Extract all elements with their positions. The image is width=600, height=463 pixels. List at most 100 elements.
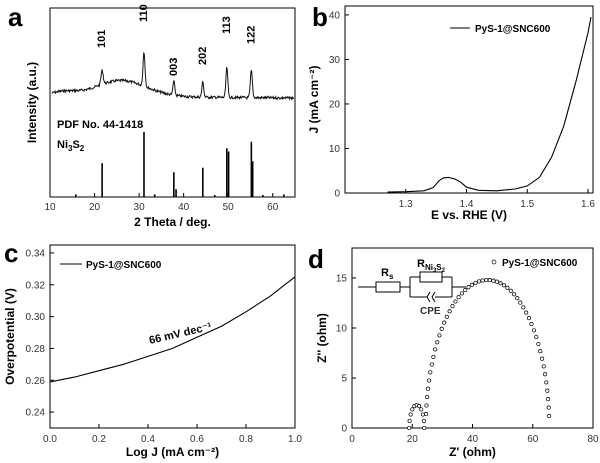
nyquist-point [546, 397, 551, 402]
nyquist-point [524, 310, 529, 315]
nyquist-point [501, 283, 507, 288]
y-tick-label: 0.24 [26, 408, 46, 419]
y-tick-label: 15 [336, 274, 348, 285]
nyquist-point [487, 278, 492, 283]
rs-resistor [375, 281, 401, 293]
x-axis-label: Z' (ohm) [449, 445, 496, 459]
x-tick-label: 60 [527, 434, 539, 445]
nyquist-point [541, 364, 546, 369]
nyquist-point [417, 404, 422, 409]
x-tick-label: 1.6 [581, 199, 595, 210]
y-axis-label: Z'' (ohm) [315, 313, 329, 363]
nyquist-point [459, 291, 464, 296]
nyquist-point [508, 288, 513, 293]
reference-label: PDF No. 44-1418 [57, 119, 143, 131]
nyquist-point [536, 341, 541, 347]
nyquist-point [407, 425, 412, 431]
panel-a-xrd: 10 20 30 40 50 60 2 Theta / deg. Intensity (a.u… [25, 4, 296, 229]
nyquist-point [435, 340, 440, 345]
x-tick-label: 0 [349, 434, 355, 445]
panel-a-letter: a [8, 2, 23, 32]
compound-label: Ni3S2 [57, 139, 85, 153]
equivalent-circuit: Rs RNi3S2 CPE [358, 258, 466, 317]
nyquist-point [484, 277, 489, 283]
x-tick-label: 30 [134, 202, 146, 213]
panel-b-frame [344, 5, 594, 194]
series-line-pys1-snc600 [387, 16, 592, 193]
nyquist-point [437, 333, 442, 338]
nyquist-point [410, 407, 415, 412]
y-tick-label: 10 [336, 324, 348, 335]
y-axis-label: Overpotential (V) [3, 288, 17, 385]
nyquist-point [466, 285, 471, 290]
nyquist-point [531, 328, 537, 333]
panel-b-lsv: 1.3 1.4 1.5 1.6 0 10 20 30 40 E vs. RHE (V) J (mA … [307, 5, 595, 222]
nyquist-point [422, 425, 427, 431]
nyquist-point [543, 372, 548, 377]
x-tick-label: 80 [587, 434, 599, 445]
x-tick-label: 1.4 [460, 199, 474, 210]
panel-c-tafel: 0.0 0.2 0.4 0.6 0.8 1.0 0.24 0.26 0.28 0.30 0.32 0.… [3, 244, 302, 459]
y-tick-label: 20 [329, 99, 341, 110]
xrd-pattern-line [51, 51, 295, 101]
x-tick-label: 10 [44, 202, 56, 213]
peak-label: 122 [245, 26, 257, 44]
tafel-slope-annotation: 66 mV dec⁻¹ [148, 321, 213, 347]
nyquist-point [444, 314, 449, 319]
y-tick-label: 0.34 [26, 248, 46, 259]
y-tick-label: 40 [329, 10, 341, 21]
x-tick-label: 1.0 [288, 434, 302, 445]
nyquist-point [433, 347, 438, 352]
x-tick-label: 0.2 [92, 434, 106, 445]
nyquist-point [521, 305, 526, 310]
peak-label: 113 [221, 16, 233, 34]
x-tick-label: 40 [178, 202, 190, 213]
panel-c-letter: c [4, 238, 18, 268]
nyquist-point [408, 412, 413, 417]
y-axis-label: J (mA cm⁻²) [307, 66, 321, 134]
nyquist-point [424, 403, 429, 408]
nyquist-point [547, 414, 552, 419]
nyquist-point [424, 412, 429, 417]
legend-label: PyS-1@SNC600 [502, 258, 578, 269]
nyquist-point [450, 304, 455, 309]
nyquist-point [427, 378, 432, 383]
nyquist-point [447, 309, 452, 314]
x-tick-label: 0.8 [239, 434, 253, 445]
legend-label: PyS-1@SNC600 [475, 24, 551, 35]
peak-label: 003 [168, 58, 180, 76]
x-tick-label: 40 [467, 434, 479, 445]
nyquist-point [428, 370, 433, 375]
nyquist-point [480, 278, 485, 283]
x-tick-label: 0.6 [190, 434, 204, 445]
x-axis-label: Log J (mA cm⁻²) [126, 445, 219, 459]
nyquist-point [456, 295, 461, 300]
nyquist-point [463, 288, 468, 293]
x-tick-label: 50 [223, 202, 235, 213]
nyquist-point [473, 280, 478, 285]
nyquist-point [498, 281, 503, 286]
y-tick-label: 30 [329, 55, 341, 66]
y-tick-label: 0 [341, 424, 347, 435]
nyquist-point [431, 354, 436, 359]
legend-marker [491, 259, 497, 265]
y-tick-label: 5 [341, 374, 347, 385]
cpe-label: CPE [420, 306, 441, 317]
cpe-element [426, 291, 436, 303]
nyquist-point [491, 278, 496, 283]
nyquist-point [529, 322, 534, 327]
x-tick-label: 1.3 [399, 199, 413, 210]
x-tick-label: 0.4 [141, 434, 155, 445]
nyquist-point [421, 418, 426, 423]
nyquist-point [453, 299, 458, 304]
nyquist-point [429, 362, 434, 367]
y-tick-label: 0.30 [26, 312, 46, 323]
nyquist-point [476, 279, 482, 284]
panel-c-frame [49, 244, 296, 429]
nyquist-point [439, 326, 444, 331]
peak-label: 101 [96, 30, 108, 48]
nyquist-point [442, 320, 447, 325]
nyquist-point [505, 285, 510, 290]
nyquist-point [544, 380, 549, 385]
